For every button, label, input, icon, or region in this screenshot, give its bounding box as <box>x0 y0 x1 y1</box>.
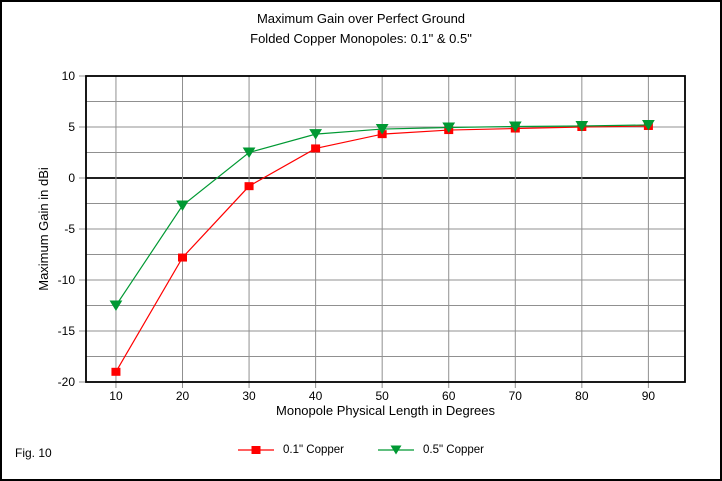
data-point-marker <box>176 200 189 211</box>
data-point-marker <box>311 144 321 153</box>
y-tick-label: 0 <box>68 171 75 185</box>
data-point-marker <box>178 253 188 262</box>
data-point-marker <box>442 122 456 133</box>
data-point-marker <box>642 119 655 131</box>
data-point-marker <box>242 147 256 158</box>
chart-title: Maximum Gain over Perfect Ground <box>256 11 466 26</box>
legend-label: 0.1" Copper <box>283 444 344 456</box>
data-point-marker <box>575 120 589 132</box>
data-point-marker <box>109 300 123 311</box>
y-axis-title: Maximum Gain in dBi <box>36 167 51 291</box>
x-tick-label: 70 <box>509 389 523 403</box>
x-tick-label: 10 <box>109 389 123 403</box>
plot-frame <box>85 75 686 383</box>
square-marker-swatch-icon <box>238 446 275 454</box>
chart-subtitle: Folded Copper Monopoles: 0.1" & 0.5" <box>250 31 472 46</box>
chart-title-block: Maximum Gain over Perfect Ground Folded … <box>2 9 720 49</box>
y-tick-label: -15 <box>58 324 76 338</box>
y-tick-label: -20 <box>58 375 76 389</box>
x-tick-label: 40 <box>309 389 323 403</box>
legend-item: 0.5" Copper <box>378 444 484 456</box>
x-tick-label: 50 <box>375 389 389 403</box>
x-tick-label: 90 <box>642 389 656 403</box>
chart-legend: 0.1" Copper 0.5" Copper <box>2 444 720 456</box>
x-tick-label: 30 <box>242 389 256 403</box>
data-point-marker <box>244 182 254 191</box>
y-tick-label: 10 <box>62 69 76 83</box>
data-point-marker <box>111 367 121 376</box>
data-point-marker <box>508 121 522 132</box>
legend-item: 0.1" Copper <box>238 444 344 456</box>
y-tick-label: -5 <box>64 222 75 236</box>
legend-label: 0.5" Copper <box>423 444 484 456</box>
triangle-marker-swatch-icon <box>378 445 414 455</box>
y-tick-label: -10 <box>58 273 76 287</box>
x-axis-title: Monopole Physical Length in Degrees <box>276 403 495 418</box>
data-point-marker <box>309 129 323 140</box>
data-point-marker <box>375 124 389 135</box>
y-tick-label: 5 <box>68 120 75 134</box>
x-tick-label: 80 <box>575 389 589 403</box>
figure-number-label: Fig. 10 <box>15 446 52 460</box>
x-tick-label: 20 <box>176 389 190 403</box>
x-tick-label: 60 <box>442 389 456 403</box>
